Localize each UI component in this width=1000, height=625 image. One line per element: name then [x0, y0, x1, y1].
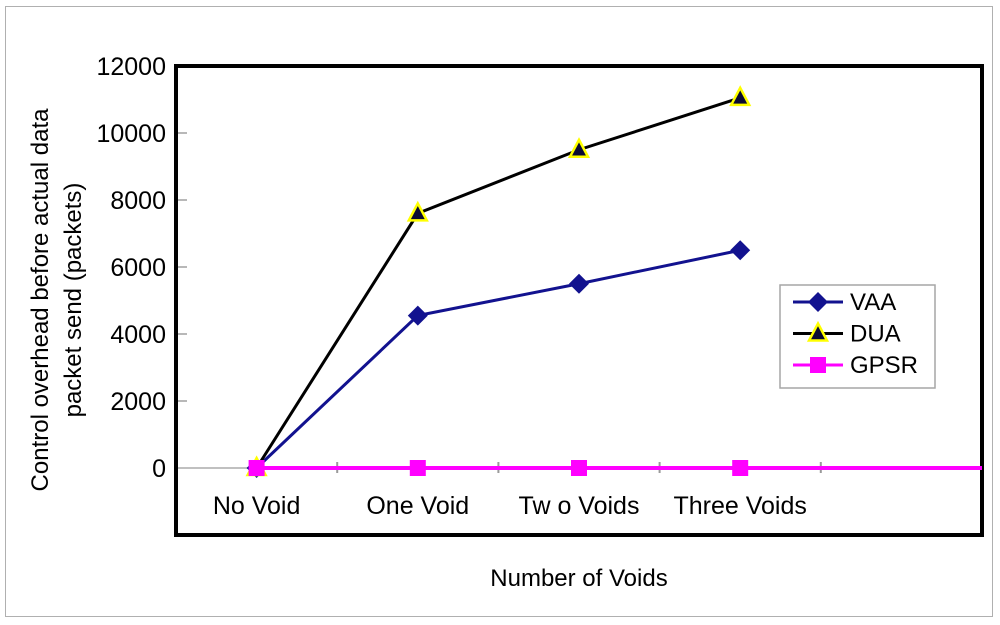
y-axis-ticks: 0 2000 4000 6000 8000 10000 12000: [96, 53, 187, 483]
y-axis-title: Control overhead before actual data packe…: [27, 108, 87, 492]
legend-label-gpsr: GPSR: [850, 352, 918, 379]
y-tick-label: 10000: [96, 120, 166, 148]
series-layer: [245, 85, 982, 478]
legend-marker-vaa-diamond: [808, 292, 828, 312]
y-tick-label: 2000: [110, 388, 166, 416]
y-tick-label: 8000: [110, 187, 166, 215]
plot-area-frame: [174, 64, 984, 537]
legend: VAA DUA GPSR: [779, 284, 936, 389]
x-category-label: Three Voids: [673, 492, 806, 520]
y-axis-title-line1: Control overhead before actual data: [27, 108, 54, 492]
y-tick-label: 12000: [96, 53, 166, 81]
series-line-vaa: [255, 248, 741, 470]
marker-vaa-diamond: [407, 305, 428, 326]
y-tick-label: 6000: [110, 254, 166, 282]
legend-marker-gpsr-square: [810, 357, 826, 373]
x-category-label: No Void: [213, 492, 301, 520]
marker-gpsr-square: [248, 460, 265, 476]
x-axis-ticks: No Void One Void Tw o Voids Three Voids: [213, 462, 822, 520]
marker-dua-triangle: [567, 137, 591, 158]
series-line-dua: [255, 96, 741, 469]
marker-dua-triangle: [729, 85, 752, 107]
legend-label-dua: DUA: [850, 321, 901, 348]
y-tick-label: 4000: [110, 321, 166, 349]
y-axis-title-line2: packet send (packets): [60, 183, 87, 418]
marker-gpsr-square: [732, 460, 749, 476]
marker-gpsr-square: [409, 460, 426, 476]
legend-marker-dua-triangle: [806, 320, 830, 342]
marker-dua-triangle: [406, 200, 429, 222]
x-category-label: One Void: [366, 492, 469, 520]
marker-vaa-diamond: [730, 240, 751, 261]
x-category-label: Tw o Voids: [519, 492, 640, 520]
y-tick-label: 0: [152, 455, 166, 483]
marker-gpsr-square: [571, 460, 587, 476]
marker-vaa-diamond: [569, 273, 589, 294]
legend-label-vaa: VAA: [850, 289, 896, 316]
x-axis-title: Number of Voids: [490, 565, 667, 592]
